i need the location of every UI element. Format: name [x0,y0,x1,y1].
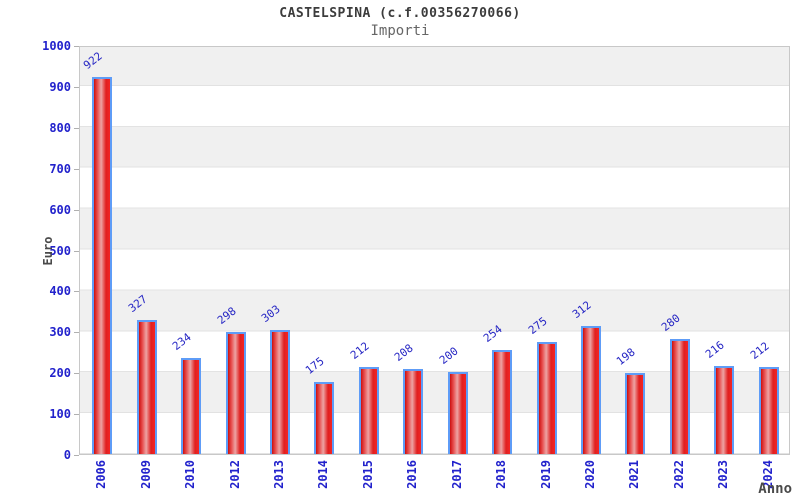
y-tick-mark [74,291,79,293]
bar [447,372,468,454]
bar [669,339,690,454]
bar [92,76,113,454]
bar [181,358,202,454]
bar [358,367,379,454]
bar-value-label: 254 [481,322,505,346]
y-tick-label: 900 [49,79,71,94]
bar-value-label: 327 [125,292,150,316]
x-tick-label: 2013 [271,460,286,489]
bar [492,350,513,454]
y-tick-mark [74,455,79,456]
bar [625,373,646,454]
y-tick-mark [74,414,79,416]
bar-slot: 234 [169,47,213,454]
x-axis-title: Anno [758,481,792,497]
y-tick-label: 700 [49,161,71,176]
bar-value-label: 175 [303,354,328,378]
y-tick-label: 0 [63,448,71,462]
bar-value-label: 212 [347,339,372,363]
bar-value-label: 198 [614,345,639,369]
x-tick-label: 2014 [316,460,331,489]
bar-slot: 327 [124,47,168,454]
bar-slot: 208 [391,47,435,454]
bar-slot: 200 [436,47,480,454]
y-tick-mark [74,86,79,88]
bar-slot: 212 [347,47,391,454]
bar-value-label: 312 [570,298,594,322]
bar-value-label: 208 [392,341,416,364]
x-tick-label: 2009 [138,460,153,489]
y-tick-mark [74,332,79,334]
bar-value-label: 275 [525,314,550,337]
y-axis-title: Euro [41,236,55,266]
bar [714,365,735,454]
y-tick-label: 600 [49,202,71,217]
bar-slot: 275 [524,47,568,454]
bar [269,330,290,454]
bar [314,382,335,454]
x-tick-label: 2015 [360,460,375,489]
bar [581,326,602,454]
y-tick-label: 800 [49,120,71,135]
chart-title: CASTELSPINA (c.f.00356270066) [279,6,521,21]
x-tick-label: 2021 [627,460,642,489]
x-tick-label: 2018 [494,460,509,489]
y-tick-mark [74,250,79,252]
bar-slot: 280 [658,47,702,454]
bar-value-label: 200 [436,344,461,368]
x-tick-label: 2012 [227,460,242,489]
bar-slot: 212 [747,47,791,454]
bar-value-label: 280 [658,312,683,335]
y-tick-mark [74,168,79,170]
bar-value-label: 298 [214,304,239,328]
bar-slot: 175 [302,47,346,454]
bar [225,332,246,454]
x-tick-label: 2017 [449,460,464,489]
bar-slot: 298 [213,47,257,454]
plot-area: 922 327 234 298 303 175 212 208 200 254 275 312 198 2… [79,46,790,455]
y-tick-label: 500 [49,243,71,258]
bar-value-label: 922 [81,49,105,72]
bar-slot: 312 [569,47,613,454]
bar-slot: 922 [80,47,124,454]
y-tick-label: 1000 [42,39,71,53]
y-tick-mark [74,46,79,47]
bar-slot: 303 [258,47,302,454]
bar-value-label: 303 [258,302,283,326]
y-tick-label: 300 [49,325,71,340]
y-tick-mark [74,127,79,129]
bar [758,367,779,454]
y-tick-label: 100 [49,407,71,422]
bar-value-label: 234 [170,330,194,354]
y-tick-mark [74,209,79,211]
y-tick-label: 200 [49,366,71,381]
x-tick-label: 2019 [538,460,553,489]
x-tick-label: 2006 [94,460,109,489]
x-tick-label: 2020 [583,460,598,489]
x-tick-label: 2022 [671,460,686,489]
x-tick-label: 2010 [183,460,198,489]
bar-value-label: 212 [747,339,772,363]
chart-subtitle: Importi [370,23,430,39]
bar-slot: 198 [613,47,657,454]
x-tick-label: 2016 [405,460,420,489]
y-tick-label: 400 [49,284,71,299]
bar [403,368,424,454]
x-tick-label: 2023 [716,460,731,489]
bar-slot: 216 [702,47,746,454]
bar-value-label: 216 [703,338,728,361]
bar-slot: 254 [480,47,524,454]
bar [136,320,157,454]
y-tick-mark [74,373,79,375]
bar [536,341,557,454]
